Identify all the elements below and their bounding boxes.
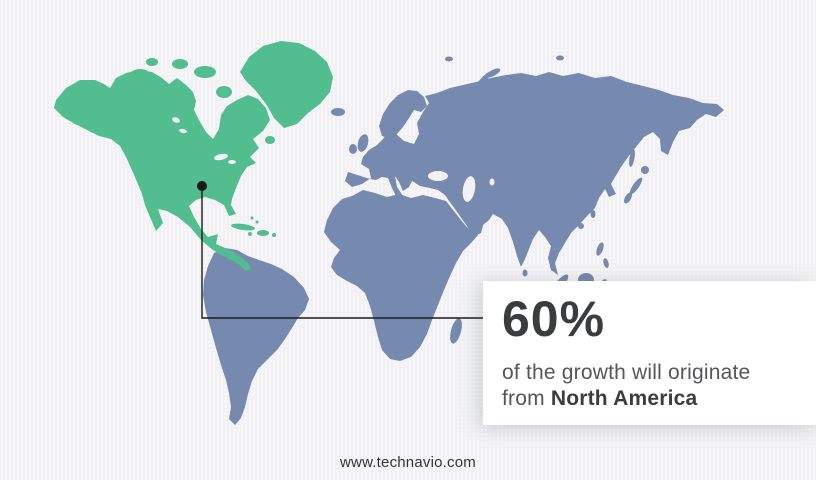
island-iceland (331, 108, 345, 116)
island-novaya-zemlya-north (485, 68, 501, 78)
great-lakes (228, 160, 236, 164)
continent-north-america-mainland (54, 70, 270, 271)
region-scandinavia (379, 90, 427, 139)
island-great-britain (357, 134, 369, 152)
stat-description-line2-prefix: from (502, 387, 551, 410)
brand-website: www.technavio.com (340, 454, 476, 471)
island-puerto-rico (272, 233, 276, 237)
island-jamaica (248, 232, 252, 236)
great-bear-lake (172, 117, 180, 123)
arctic-island (216, 86, 232, 98)
stat-value: 60% (502, 291, 606, 347)
island-cuba (231, 223, 255, 231)
stat-description-line2: from North America (502, 386, 806, 412)
arctic-island (153, 83, 171, 93)
map-inland-seas (428, 171, 495, 202)
arctic-island (172, 59, 188, 69)
island-hispaniola (257, 230, 269, 236)
stat-description-line1: of the growth will originate (502, 361, 751, 384)
island-philippines-south (603, 258, 609, 268)
continent-south-america (203, 248, 309, 425)
island-philippines-north (596, 242, 604, 256)
great-lakes (214, 153, 228, 161)
map-region-rest-of-world (203, 55, 724, 425)
callout-connector (197, 181, 483, 319)
continent-eurasia (345, 72, 724, 275)
island-taiwan (590, 210, 596, 218)
island-newfoundland (265, 136, 275, 144)
arctic-island (194, 66, 216, 78)
caspian-sea (462, 176, 476, 202)
island-hokkaido (641, 166, 649, 174)
island-bahamas (250, 216, 254, 220)
island-hainan (578, 223, 584, 229)
island-ireland (349, 144, 357, 154)
arctic-island (165, 96, 179, 104)
island-greenland (240, 41, 333, 128)
great-slave-lake (179, 128, 187, 134)
black-sea (428, 171, 448, 181)
arctic-island (146, 58, 158, 66)
stat-region-name: North America (550, 387, 698, 410)
island-honshu (629, 177, 643, 195)
location-marker-dot (197, 181, 207, 191)
island-svalbard (445, 56, 453, 62)
map-region-north-america (54, 41, 333, 271)
map-lakes-north-america (172, 117, 236, 164)
island-sri-lanka (522, 269, 528, 277)
arctic-island (130, 69, 150, 81)
island-kyushu (624, 192, 632, 204)
aral-sea (489, 178, 495, 186)
callout-line (201, 190, 483, 319)
island-madagascar (450, 318, 462, 344)
callout-card: 60% of the growth will originate from No… (483, 281, 816, 425)
island-bahamas (255, 220, 259, 224)
island-sakhalin (629, 149, 635, 167)
island-arctic (556, 55, 564, 61)
continent-africa (324, 190, 478, 361)
